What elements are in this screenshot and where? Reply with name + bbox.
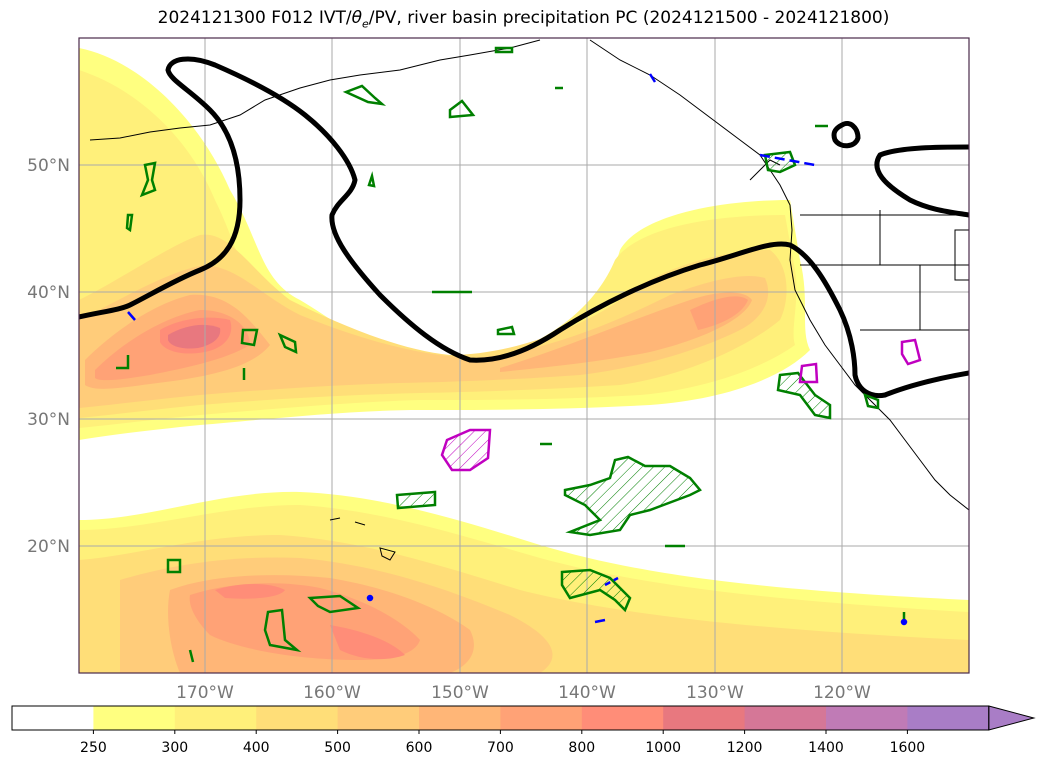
colorbar-label: 700 [487,740,514,756]
colorbar-segment [12,706,94,730]
colorbar-segment [826,706,908,730]
lon-label-160w: 160°W [303,683,361,703]
ivt-shading [79,48,969,673]
colorbar-label: 500 [324,740,351,756]
ivt-band-south-800b [330,625,405,660]
colorbar-segment [500,706,583,730]
colorbar-segment [581,706,664,730]
theta-e-magenta-contours [440,338,922,472]
colorbar-label: 300 [161,740,188,756]
lon-label-150w: 150°W [431,683,489,703]
colorbar-segment [174,706,257,730]
ivt-band-south-800 [215,584,285,599]
colorbar: 250 300 400 500 600 700 800 1000 1200 1400 1600 [11,705,1036,756]
ivt-band-north-700b [690,296,748,330]
colorbar-label: 1600 [890,740,926,756]
colorbar-segment [256,706,339,730]
colorbar-label: 800 [568,740,595,756]
colorbar-label: 1400 [808,740,844,756]
latitude-labels: 50°N 40°N 30°N 20°N [27,156,70,557]
lat-label-30n: 30°N [27,410,70,430]
theta-e-green-contours [116,46,906,663]
lon-label-130w: 130°W [686,683,744,703]
lon-label-140w: 140°W [558,683,616,703]
colorbar-label: 250 [80,740,107,756]
colorbar-segment [337,706,420,730]
ivt-band-north-500 [79,265,769,408]
colorbar-segment [907,706,990,730]
colorbar-label: 400 [243,740,270,756]
colorbar-label: 1200 [727,740,763,756]
map-frame [78,37,970,674]
lat-label-40n: 40°N [27,283,70,303]
theta-e-blue-contours [127,73,908,626]
ivt-band-north-600b [500,292,752,372]
colorbar-extend-arrow [988,705,1036,731]
colorbar-segment [93,706,176,730]
lat-label-50n: 50°N [27,156,70,176]
lon-label-170w: 170°W [176,683,234,703]
colorbar-segment [663,706,746,730]
pv-contour [79,56,969,399]
colorbar-segment [419,706,501,730]
colorbar-segment [744,706,827,730]
lat-label-20n: 20°N [27,537,70,557]
map-title: 2024121300 F012 IVT/θe/PV, river basin p… [157,8,890,31]
ivt-band-north-1000 [168,324,221,349]
colorbar-label: 600 [406,740,433,756]
longitude-labels: 170°W 160°W 150°W 140°W 130°W 120°W [176,683,871,703]
colorbar-label: 1000 [645,740,681,756]
lon-label-120w: 120°W [813,683,871,703]
